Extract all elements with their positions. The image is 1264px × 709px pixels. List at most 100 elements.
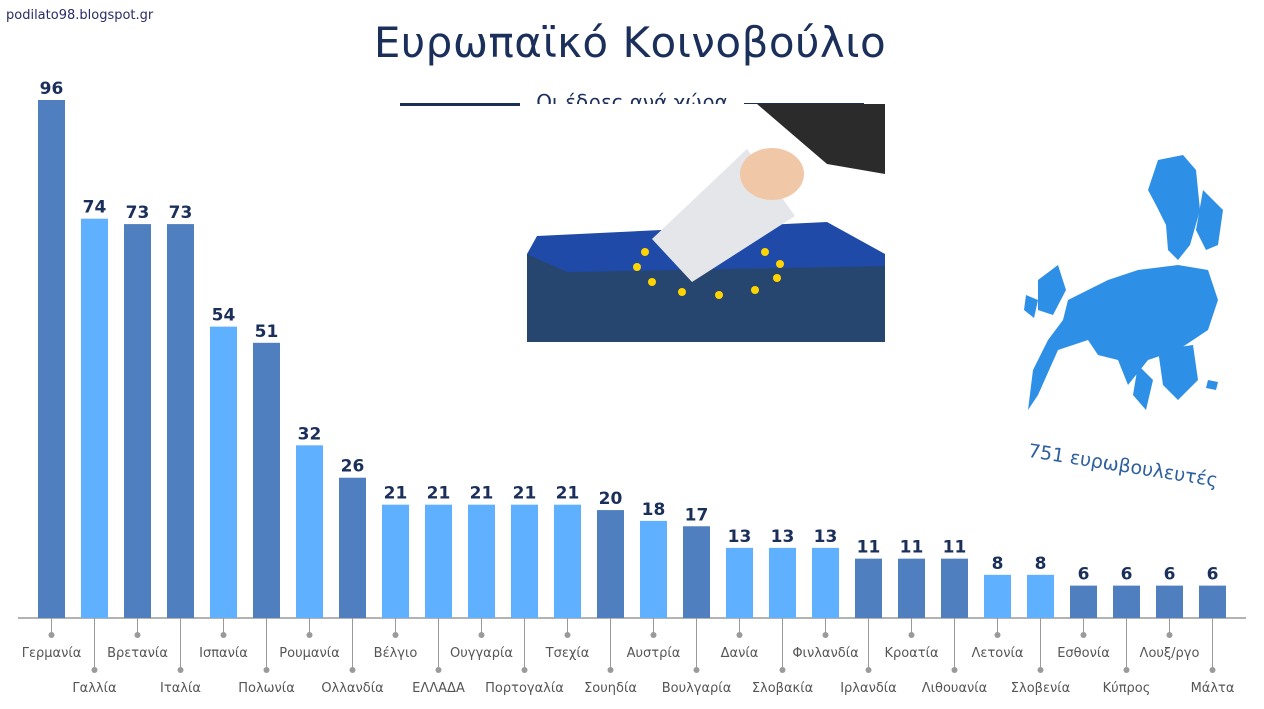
bar	[1070, 585, 1097, 618]
tick-label: Τσεχία	[545, 646, 590, 661]
tick-label: Φινλανδία	[792, 646, 858, 661]
tick-label: Μάλτα	[1191, 681, 1235, 696]
data-label: 54	[212, 306, 236, 326]
tick-label: Γερμανία	[22, 646, 82, 661]
bar	[683, 526, 710, 618]
data-label: 21	[427, 484, 451, 504]
tick-dot	[1166, 632, 1173, 638]
tick-label: Σλοβενία	[1011, 681, 1070, 696]
tick-dot	[994, 632, 1001, 638]
tick-label: Κύπρος	[1103, 681, 1151, 696]
bar	[984, 574, 1011, 618]
tick-dot	[1080, 632, 1087, 638]
bar	[898, 558, 925, 618]
data-label: 6	[1164, 565, 1176, 585]
ballot-box-illustration	[527, 104, 885, 342]
tick-label: Κροατία	[884, 646, 938, 661]
tick-dot	[48, 632, 55, 638]
data-label: 21	[384, 484, 408, 504]
tick-dot	[91, 667, 98, 673]
tick-dot	[951, 667, 958, 673]
data-label: 11	[943, 538, 967, 558]
data-label: 6	[1207, 565, 1219, 585]
tick-dot	[908, 632, 915, 638]
tick-dot	[1209, 667, 1216, 673]
tick-label: Πορτογαλία	[485, 681, 564, 696]
bar	[726, 547, 753, 618]
bar	[81, 218, 108, 619]
bar	[382, 504, 409, 618]
data-label: 6	[1121, 565, 1133, 585]
bar	[296, 445, 323, 618]
data-label: 6	[1078, 565, 1090, 585]
bar	[511, 504, 538, 618]
tick-label: Πολωνία	[238, 681, 295, 696]
data-label: 74	[83, 198, 107, 218]
data-label: 13	[814, 527, 838, 547]
bar	[769, 547, 796, 618]
data-label: 26	[341, 457, 365, 477]
tick-dot	[693, 667, 700, 673]
data-label: 21	[556, 484, 580, 504]
tick-dot	[607, 667, 614, 673]
data-label: 18	[642, 500, 666, 520]
tick-dot	[822, 632, 829, 638]
tick-label: Εσθονία	[1057, 646, 1110, 661]
tick-label: Λουξ/ργο	[1140, 646, 1200, 661]
data-label: 21	[513, 484, 537, 504]
tick-dot	[736, 632, 743, 638]
tick-dot	[134, 632, 141, 638]
tick-label: Δανία	[721, 646, 759, 661]
tick-label: Βέλγιο	[374, 646, 418, 661]
tick-dot	[392, 632, 399, 638]
data-label: 13	[728, 527, 752, 547]
tick-label: Βρετανία	[107, 646, 168, 661]
data-label: 73	[126, 203, 150, 223]
bar	[1199, 585, 1226, 618]
tick-label: Αυστρία	[627, 646, 681, 661]
tick-dot	[349, 667, 356, 673]
tick-label: Λιθουανία	[922, 681, 988, 696]
data-label: 11	[900, 538, 924, 558]
chart-title: Ευρωπαϊκό Κοινοβούλιο	[373, 18, 887, 67]
data-label: 21	[470, 484, 494, 504]
tick-label: Ιταλία	[160, 681, 201, 696]
data-label: 73	[169, 203, 193, 223]
data-label: 13	[771, 527, 795, 547]
bar	[812, 547, 839, 618]
bar	[554, 504, 581, 618]
tick-label: ΕΛΛΑΔΑ	[412, 681, 465, 696]
bar	[1113, 585, 1140, 618]
bar	[1027, 574, 1054, 618]
tick-dot	[177, 667, 184, 673]
data-label: 32	[298, 424, 322, 444]
bar	[253, 342, 280, 618]
bar	[1156, 585, 1183, 618]
source-label: podilato98.blogspot.gr	[6, 8, 154, 23]
tick-label: Ιρλανδία	[840, 681, 897, 696]
tick-label: Γαλλία	[72, 681, 116, 696]
tick-label: Ουγγαρία	[450, 646, 513, 661]
tick-dot	[263, 667, 270, 673]
tick-label: Λετονία	[972, 646, 1024, 661]
tick-label: Ολλανδία	[321, 681, 383, 696]
bar	[640, 520, 667, 618]
data-label: 96	[40, 79, 64, 99]
data-label: 20	[599, 489, 623, 509]
tick-dot	[1037, 667, 1044, 673]
tick-dot	[650, 632, 657, 638]
tick-dot	[306, 632, 313, 638]
tick-dot	[521, 667, 528, 673]
data-label: 17	[685, 505, 709, 525]
data-label: 8	[992, 554, 1004, 574]
tick-label: Σλοβακία	[752, 681, 813, 696]
bar	[468, 504, 495, 618]
data-label: 11	[857, 538, 881, 558]
tick-dot	[1123, 667, 1130, 673]
bar	[941, 558, 968, 618]
bar	[210, 326, 237, 618]
tick-label: Ρουμανία	[279, 646, 339, 661]
bar	[855, 558, 882, 618]
subtitle-line-left	[400, 103, 524, 106]
